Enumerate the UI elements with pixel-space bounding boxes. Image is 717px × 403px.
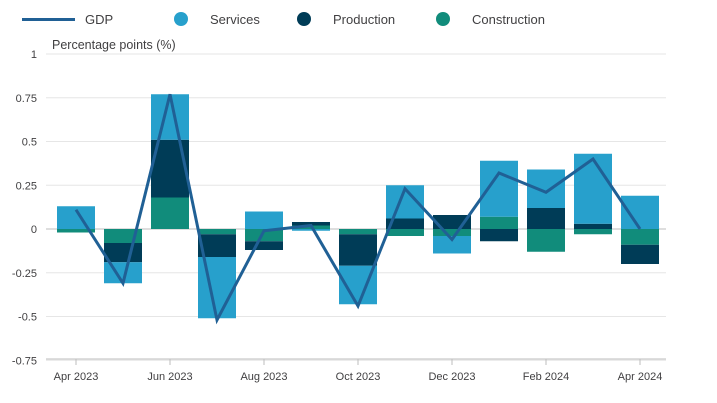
bar-production-oct-2023 [339,234,377,266]
bar-construction-aug-2023 [245,229,283,242]
bar-services-jul-2023 [198,257,236,319]
bar-services-jan-2024 [480,160,518,217]
x-tick-label: Dec 2023 [428,371,475,383]
legend-label-gdp: GDP [85,11,114,27]
y-tick-label: 0 [31,224,37,236]
x-tick-label: Feb 2024 [523,371,569,383]
bar-construction-jun-2023 [151,197,189,229]
y-tick-label: 1 [31,49,37,61]
bar-services-apr-2024 [621,195,659,229]
x-tick-label: Oct 2023 [336,371,381,383]
legend-item-services: Services [174,9,260,29]
legend-swatch-production [297,12,311,26]
bar-production-may-2023 [104,243,142,263]
legend-label-construction: Construction [472,11,545,27]
legend-item-production: Production [297,9,395,29]
bar-services-sep-2023 [292,229,330,231]
legend-item-gdp: GDP [22,9,113,29]
y-tick-label: -0.75 [12,355,37,367]
x-tick-label: Aug 2023 [240,371,287,383]
x-tick-label: Apr 2024 [618,371,663,383]
legend-label-production: Production [333,11,396,27]
y-tick-label: 0.25 [16,180,37,192]
legend-item-construction: Construction [436,9,545,29]
bar-production-aug-2023 [245,241,283,250]
bar-construction-mar-2024 [574,229,612,235]
bar-production-jul-2023 [198,234,236,257]
bar-services-jun-2023 [151,94,189,140]
legend-swatch-services [174,12,188,26]
x-tick-label: Apr 2023 [54,371,99,383]
bar-production-apr-2024 [621,244,659,264]
bar-services-aug-2023 [245,211,283,229]
bar-construction-dec-2023 [433,229,471,236]
bar-services-mar-2024 [574,153,612,224]
bar-construction-apr-2023 [57,229,95,233]
bar-construction-feb-2024 [527,229,565,252]
legend-swatch-gdp [22,17,75,21]
bar-construction-nov-2023 [386,229,424,236]
y-tick-label: 0.5 [22,137,37,149]
bar-construction-jan-2024 [480,216,518,229]
bar-production-jan-2024 [480,229,518,242]
legend-swatch-construction [436,12,450,26]
y-axis-title: Percentage points (%) [52,38,176,52]
bar-construction-oct-2023 [339,229,377,235]
x-tick-label: Jun 2023 [147,371,192,383]
bar-production-sep-2023 [292,222,330,226]
bar-construction-jul-2023 [198,229,236,235]
bar-production-nov-2023 [386,218,424,229]
chart-legend: GDP Services Production Construction [0,0,717,36]
y-tick-label: 0.75 [16,93,37,105]
bar-production-mar-2024 [574,223,612,229]
legend-label-services: Services [210,11,260,27]
bar-services-dec-2023 [433,236,471,254]
y-tick-label: -0.5 [18,312,37,324]
bar-services-feb-2024 [527,169,565,208]
bar-production-feb-2024 [527,208,565,229]
y-tick-label: -0.25 [12,268,37,280]
bar-construction-apr-2024 [621,229,659,245]
